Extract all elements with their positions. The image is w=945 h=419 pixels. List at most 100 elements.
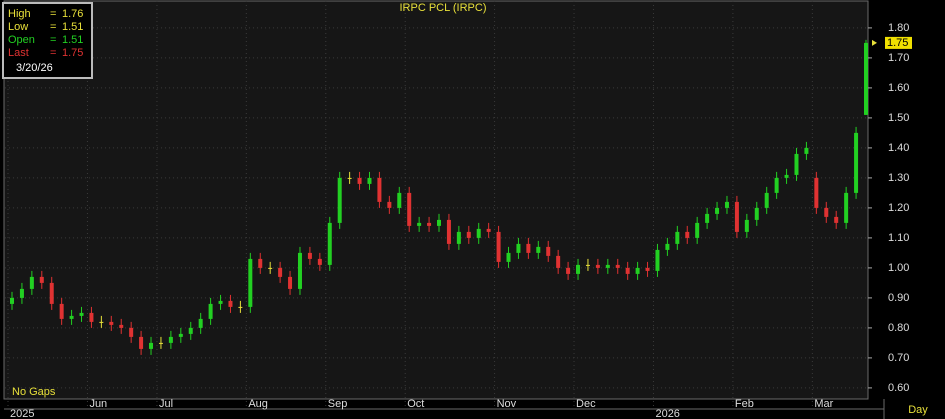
candle-body [49, 282, 54, 304]
y-tick-label: 1.20 [888, 202, 909, 214]
info-label: Low [8, 21, 28, 33]
candle-body [526, 243, 531, 253]
candle-body [198, 318, 203, 328]
candle-body [744, 219, 749, 232]
candle-body [655, 249, 660, 271]
candle-body [89, 312, 94, 322]
candle-body [437, 219, 441, 226]
x-tick-label: Jun [89, 398, 107, 410]
info-sep: = [50, 8, 56, 20]
x-tick-label: Oct [407, 398, 424, 410]
candle-body [585, 264, 590, 266]
candle-body [417, 222, 422, 226]
candle-body [824, 207, 829, 217]
year-label: 2025 [10, 408, 34, 419]
x-tick-label: Dec [576, 398, 596, 410]
candle-body [734, 201, 739, 232]
candle-body [228, 300, 233, 307]
x-tick-label: Feb [735, 398, 754, 410]
candle-body [764, 192, 769, 208]
x-tick-label: Aug [248, 398, 268, 410]
info-sep: = [50, 47, 56, 59]
candle-body [10, 297, 14, 304]
candle-body [29, 276, 34, 289]
candle-body [327, 222, 332, 265]
candle-body [317, 258, 322, 265]
candles [10, 39, 868, 355]
candle-body [844, 192, 849, 223]
candle-body [754, 207, 759, 220]
candle-body [258, 258, 263, 268]
candle-body [715, 207, 720, 214]
y-tick-label: 0.90 [888, 292, 909, 304]
candle-body [556, 255, 561, 268]
candle-body [635, 267, 640, 274]
candle-body [605, 264, 610, 268]
info-date: 3/20/26 [16, 62, 53, 74]
candle-body [297, 252, 302, 289]
y-tick-label: 1.50 [888, 112, 909, 124]
candle-body [387, 201, 392, 208]
candle-body [705, 213, 710, 223]
candle-body [625, 267, 630, 274]
candle-body [168, 336, 173, 343]
candle-body [685, 231, 690, 238]
candle-body [139, 336, 144, 349]
candle-body [496, 231, 501, 262]
info-label: Last [8, 47, 29, 59]
candle-body [367, 177, 372, 184]
candle-body [466, 231, 471, 238]
y-tick-label: 1.30 [888, 172, 909, 184]
candle-body [675, 231, 680, 244]
candle-body [695, 222, 700, 238]
candle-body [19, 288, 24, 298]
candle-body [407, 192, 412, 226]
candle-body [119, 324, 124, 328]
info-label: Open [8, 34, 35, 46]
candle-body [218, 300, 223, 304]
plot-area [3, 0, 869, 400]
candle-body [59, 303, 64, 319]
candle-body [814, 177, 819, 208]
year-label: 2026 [655, 408, 679, 419]
candle-body [566, 267, 571, 274]
candle-body [456, 231, 461, 244]
period: Day [908, 404, 928, 416]
candle-body [506, 252, 511, 262]
candle-body [288, 276, 293, 289]
info-box [2, 2, 93, 79]
y-tick-label: 1.00 [888, 262, 909, 274]
candle-body [188, 327, 193, 334]
candle-body [774, 177, 779, 193]
y-tick-label: 1.60 [888, 82, 909, 94]
candle-body [595, 264, 600, 268]
candle-body [178, 333, 183, 337]
candle-body [347, 177, 352, 179]
candle-body [724, 201, 729, 208]
last-price-label: 1.75 [887, 37, 908, 49]
y-tick-label: 1.40 [888, 142, 909, 154]
candle-body [79, 312, 84, 316]
info-value: 1.51 [62, 21, 83, 33]
info-sep: = [50, 34, 56, 46]
info-value: 1.76 [62, 8, 83, 20]
candle-body [248, 258, 253, 307]
candle-body [397, 192, 402, 208]
candle-body [536, 246, 541, 253]
y-tick-label: 1.80 [888, 22, 909, 34]
info-sep: = [50, 21, 56, 33]
candle-body [109, 321, 114, 325]
candle-body [864, 42, 868, 115]
info-label: High [8, 8, 31, 20]
info-value: 1.75 [62, 47, 83, 59]
candle-body [804, 147, 809, 154]
candle-body [645, 267, 650, 271]
candle-body [834, 216, 839, 223]
chart-title: IRPC PCL (IRPC) [400, 2, 487, 14]
candle-body [615, 264, 620, 268]
candle-body [307, 252, 312, 259]
candle-body [208, 303, 213, 319]
candle-body [486, 228, 491, 232]
gap-mode: No Gaps [12, 386, 56, 398]
